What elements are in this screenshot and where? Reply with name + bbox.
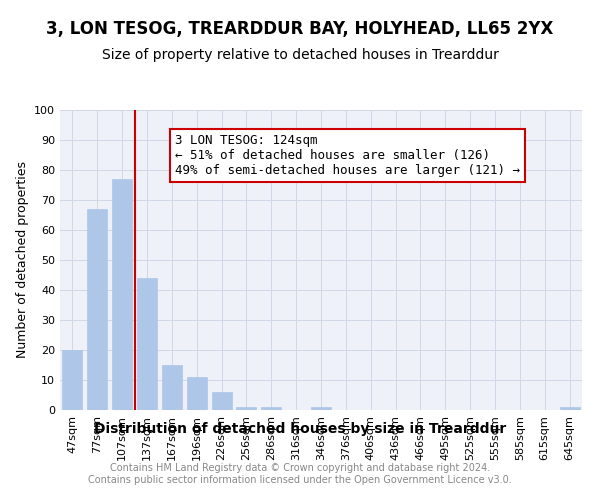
Bar — [311, 407, 331, 410]
Bar — [212, 392, 232, 410]
Bar — [187, 377, 206, 410]
Bar — [236, 407, 256, 410]
Bar — [262, 407, 281, 410]
Text: Distribution of detached houses by size in Trearddur: Distribution of detached houses by size … — [94, 422, 506, 436]
Bar — [137, 278, 157, 410]
Bar — [88, 209, 107, 410]
Bar — [560, 407, 580, 410]
Bar — [62, 350, 82, 410]
Text: 3 LON TESOG: 124sqm
← 51% of detached houses are smaller (126)
49% of semi-detac: 3 LON TESOG: 124sqm ← 51% of detached ho… — [175, 134, 520, 177]
Bar — [112, 179, 132, 410]
Text: 3, LON TESOG, TREARDDUR BAY, HOLYHEAD, LL65 2YX: 3, LON TESOG, TREARDDUR BAY, HOLYHEAD, L… — [46, 20, 554, 38]
Text: Size of property relative to detached houses in Trearddur: Size of property relative to detached ho… — [101, 48, 499, 62]
Bar — [162, 365, 182, 410]
Text: Contains HM Land Registry data © Crown copyright and database right 2024.
Contai: Contains HM Land Registry data © Crown c… — [88, 464, 512, 485]
Y-axis label: Number of detached properties: Number of detached properties — [16, 162, 29, 358]
